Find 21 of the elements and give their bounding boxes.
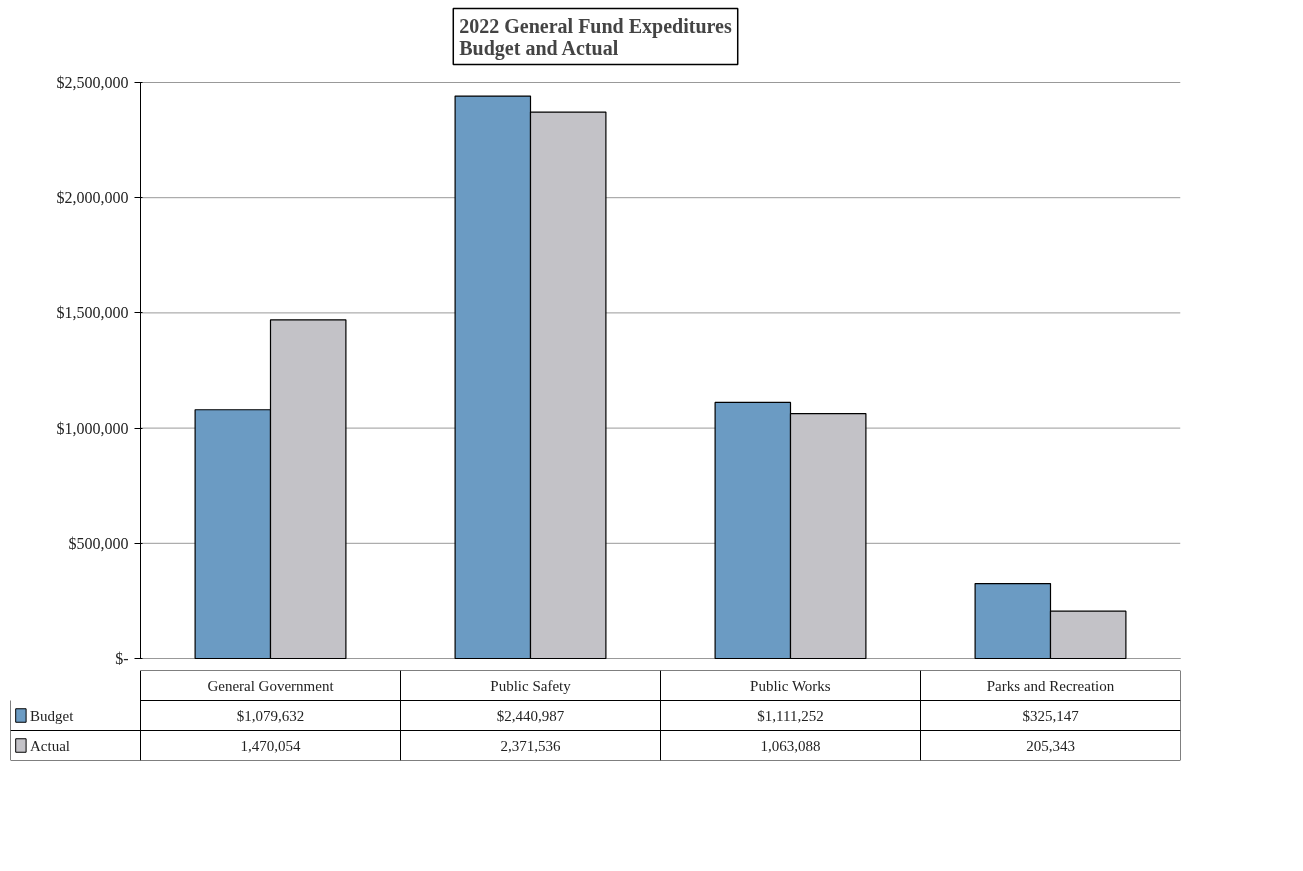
y-tick-label: $500,000 xyxy=(68,534,129,552)
data-label: 205,343 xyxy=(1026,737,1075,754)
x-tick-label: Public Safety xyxy=(490,677,572,694)
chart-title: 2022 General Fund Expeditures Budget and Actual xyxy=(459,14,732,60)
y-tick-label: $2,500,000 xyxy=(56,74,129,91)
data-label: $325,147 xyxy=(1022,707,1080,724)
data-label: 2,371,536 xyxy=(500,737,561,754)
data-label: $1,079,632 xyxy=(236,707,305,724)
x-tick-label: Parks and Recreation xyxy=(986,677,1115,694)
y-tick-label: $2,000,000 xyxy=(56,189,129,207)
y-tick-label: $1,000,000 xyxy=(56,419,129,437)
data-label: 1,063,088 xyxy=(760,737,821,754)
x-tick-label: General Government xyxy=(207,677,335,694)
legend-label: Budget xyxy=(30,707,75,724)
x-tick-label: Public Works xyxy=(750,677,831,694)
legend-label: Actual xyxy=(30,737,70,754)
data-label: $2,440,987 xyxy=(496,707,565,724)
data-label: $1,111,252 xyxy=(757,707,824,724)
y-tick-label: $- xyxy=(115,650,129,667)
data-label: 1,470,054 xyxy=(240,737,301,754)
y-tick-label: $1,500,000 xyxy=(56,304,129,322)
